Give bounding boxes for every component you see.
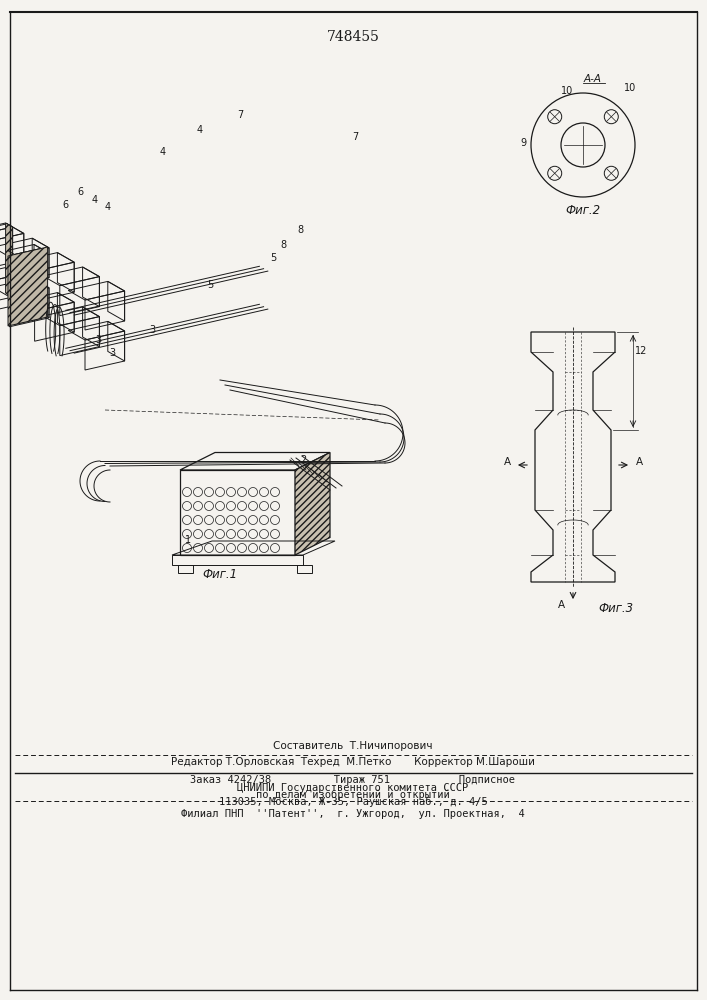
Text: Редактор Т.Орловская  Техред  М.Петко       Корректор М.Шароши: Редактор Т.Орловская Техред М.Петко Корр… bbox=[171, 757, 535, 767]
Text: 3: 3 bbox=[109, 348, 115, 358]
Text: Фиг.3: Фиг.3 bbox=[598, 601, 633, 614]
Text: 1: 1 bbox=[185, 535, 191, 545]
Text: 10: 10 bbox=[561, 86, 573, 96]
Text: 748455: 748455 bbox=[327, 30, 380, 44]
Text: 3: 3 bbox=[95, 335, 101, 345]
Text: 8: 8 bbox=[297, 225, 303, 235]
Text: А-А: А-А bbox=[584, 74, 602, 84]
Text: 113035, Москва, Ж-35, Раушская наб., д. 4/5: 113035, Москва, Ж-35, Раушская наб., д. … bbox=[218, 797, 487, 807]
Text: по делам изобретений и открытий: по делам изобретений и открытий bbox=[256, 790, 450, 800]
Text: 3: 3 bbox=[149, 325, 155, 335]
Text: Заказ 4242/38          Тираж 751           Подписное: Заказ 4242/38 Тираж 751 Подписное bbox=[190, 775, 515, 785]
Text: Составитель  Т.Ничипорович: Составитель Т.Ничипорович bbox=[273, 741, 433, 751]
Text: 4: 4 bbox=[197, 125, 203, 135]
Text: 5: 5 bbox=[207, 280, 213, 290]
Text: 7: 7 bbox=[237, 110, 243, 120]
Text: 12: 12 bbox=[635, 346, 647, 356]
Text: 6: 6 bbox=[77, 187, 83, 197]
Polygon shape bbox=[295, 452, 330, 555]
Polygon shape bbox=[8, 247, 47, 326]
Polygon shape bbox=[6, 223, 13, 297]
Text: Фиг.2: Фиг.2 bbox=[566, 204, 600, 217]
Text: 6: 6 bbox=[62, 200, 68, 210]
Text: ЦНИИПИ Государственного комитета СССР: ЦНИИПИ Государственного комитета СССР bbox=[238, 783, 469, 793]
Text: Фиг.1: Фиг.1 bbox=[202, 568, 238, 582]
Text: А: А bbox=[636, 457, 643, 467]
Text: 7: 7 bbox=[352, 132, 358, 142]
Text: 2: 2 bbox=[300, 455, 306, 465]
Text: 4: 4 bbox=[105, 202, 111, 212]
Text: 9: 9 bbox=[520, 138, 526, 148]
Text: 8: 8 bbox=[280, 240, 286, 250]
Text: 10: 10 bbox=[624, 83, 636, 93]
Text: 5: 5 bbox=[270, 253, 276, 263]
Text: Филиал ПНП  ''Патент'',  г. Ужгород,  ул. Проектная,  4: Филиал ПНП ''Патент'', г. Ужгород, ул. П… bbox=[181, 809, 525, 819]
Text: А: А bbox=[503, 457, 510, 467]
Text: А: А bbox=[557, 600, 565, 610]
Text: 4: 4 bbox=[160, 147, 166, 157]
Text: 4: 4 bbox=[92, 195, 98, 205]
